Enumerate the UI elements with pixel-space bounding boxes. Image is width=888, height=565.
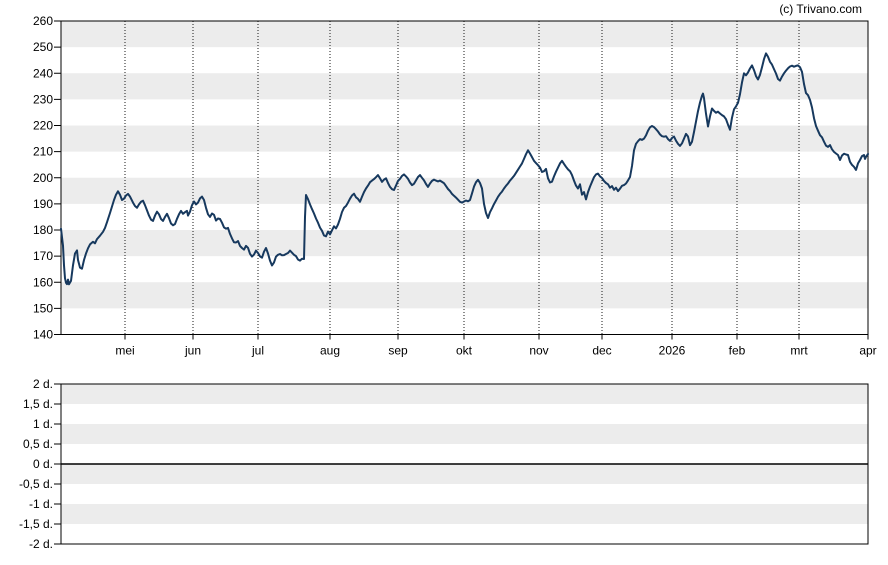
x-tick-label: apr <box>859 344 876 358</box>
x-tick-label: jul <box>251 344 264 358</box>
y-tick-label: 260 <box>33 14 53 28</box>
x-tick-label: dec <box>592 344 611 358</box>
x-tick-label: mei <box>115 344 134 358</box>
y-tick-label: 200 <box>33 171 53 185</box>
y-tick-label: 1 d. <box>33 417 53 431</box>
y-tick-label: 150 <box>33 301 53 315</box>
y-tick-label: 240 <box>33 66 53 80</box>
x-tick-label: okt <box>456 344 473 358</box>
y-tick-label: 0,5 d. <box>23 437 53 451</box>
x-tick-label: sep <box>388 344 408 358</box>
y-tick-label: 190 <box>33 197 53 211</box>
price-line <box>60 52 869 286</box>
y-tick-label: 2 d. <box>33 377 53 391</box>
x-tick-label: aug <box>320 344 340 358</box>
horizontal-band <box>61 424 868 444</box>
x-tick-label: mrt <box>790 344 808 358</box>
horizontal-band <box>61 73 868 100</box>
y-tick-label: -1,5 d. <box>19 517 53 531</box>
y-tick-label: 160 <box>33 275 53 289</box>
y-tick-label: 1,5 d. <box>23 397 53 411</box>
y-tick-label: 0 d. <box>33 457 53 471</box>
y-tick-label: -0,5 d. <box>19 477 53 491</box>
x-tick-label: jun <box>184 344 201 358</box>
horizontal-band <box>61 177 868 204</box>
horizontal-band <box>61 282 868 309</box>
horizontal-band <box>61 504 868 524</box>
y-tick-label: 170 <box>33 249 53 263</box>
y-tick-label: 250 <box>33 40 53 54</box>
x-tick-label: feb <box>729 344 746 358</box>
horizontal-band <box>61 384 868 404</box>
price-chart-panel: mei jun jul aug sep okt nov dec 2026 feb mrt apr 260… <box>33 14 877 358</box>
y-tick-label: -1 d. <box>29 497 53 511</box>
y-tick-label: 220 <box>33 119 53 133</box>
y-tick-label: 140 <box>33 328 53 342</box>
y-tick-label: 210 <box>33 145 53 159</box>
x-tick-label: 2026 <box>659 344 686 358</box>
y-tick-label: 230 <box>33 92 53 106</box>
dividend-chart-panel: 2 d. 1,5 d. 1 d. 0,5 d. 0 d. -0,5 d. -1 d. -1,5… <box>19 377 869 551</box>
y-tick-label: -2 d. <box>29 537 53 551</box>
y-tick-label: 180 <box>33 223 53 237</box>
x-tick-label: nov <box>529 344 548 358</box>
copyright-label: (c) Trivano.com <box>779 2 862 16</box>
horizontal-band <box>61 464 868 484</box>
